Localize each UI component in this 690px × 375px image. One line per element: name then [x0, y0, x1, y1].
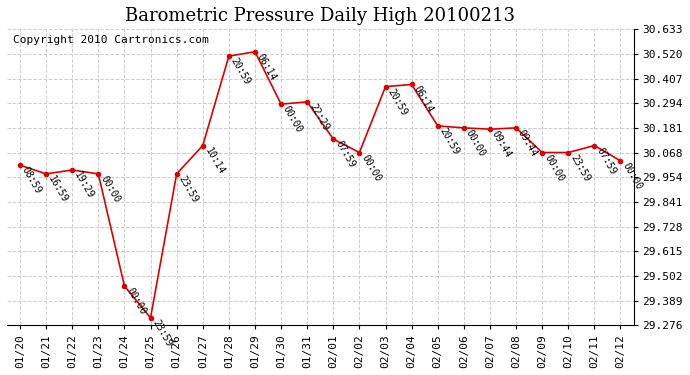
- Text: 00:00: 00:00: [464, 128, 487, 158]
- Text: 07:59: 07:59: [333, 139, 357, 170]
- Text: 00:00: 00:00: [98, 174, 121, 204]
- Text: 00:00: 00:00: [359, 153, 383, 183]
- Text: 16:59: 16:59: [46, 174, 70, 204]
- Text: 00:00: 00:00: [542, 153, 566, 183]
- Text: 23:59: 23:59: [177, 174, 200, 204]
- Text: 07:59: 07:59: [594, 146, 618, 176]
- Text: 06:14: 06:14: [412, 84, 435, 115]
- Text: 22:29: 22:29: [307, 102, 331, 132]
- Text: 20:59: 20:59: [437, 126, 461, 156]
- Text: Copyright 2010 Cartronics.com: Copyright 2010 Cartronics.com: [13, 35, 209, 45]
- Text: 00:00: 00:00: [124, 286, 148, 316]
- Text: 19:29: 19:29: [72, 170, 95, 200]
- Text: 10:14: 10:14: [203, 146, 226, 176]
- Text: 00:00: 00:00: [620, 161, 644, 191]
- Text: 20:59: 20:59: [386, 87, 409, 117]
- Text: 23:59: 23:59: [150, 318, 174, 348]
- Title: Barometric Pressure Daily High 20100213: Barometric Pressure Daily High 20100213: [126, 7, 515, 25]
- Text: 00:00: 00:00: [281, 104, 304, 135]
- Text: 08:59: 08:59: [20, 165, 43, 196]
- Text: 23:59: 23:59: [569, 153, 591, 183]
- Text: 09:44: 09:44: [490, 129, 513, 160]
- Text: 06:14: 06:14: [255, 52, 278, 82]
- Text: 20:59: 20:59: [229, 56, 253, 87]
- Text: 09:44: 09:44: [516, 128, 540, 158]
